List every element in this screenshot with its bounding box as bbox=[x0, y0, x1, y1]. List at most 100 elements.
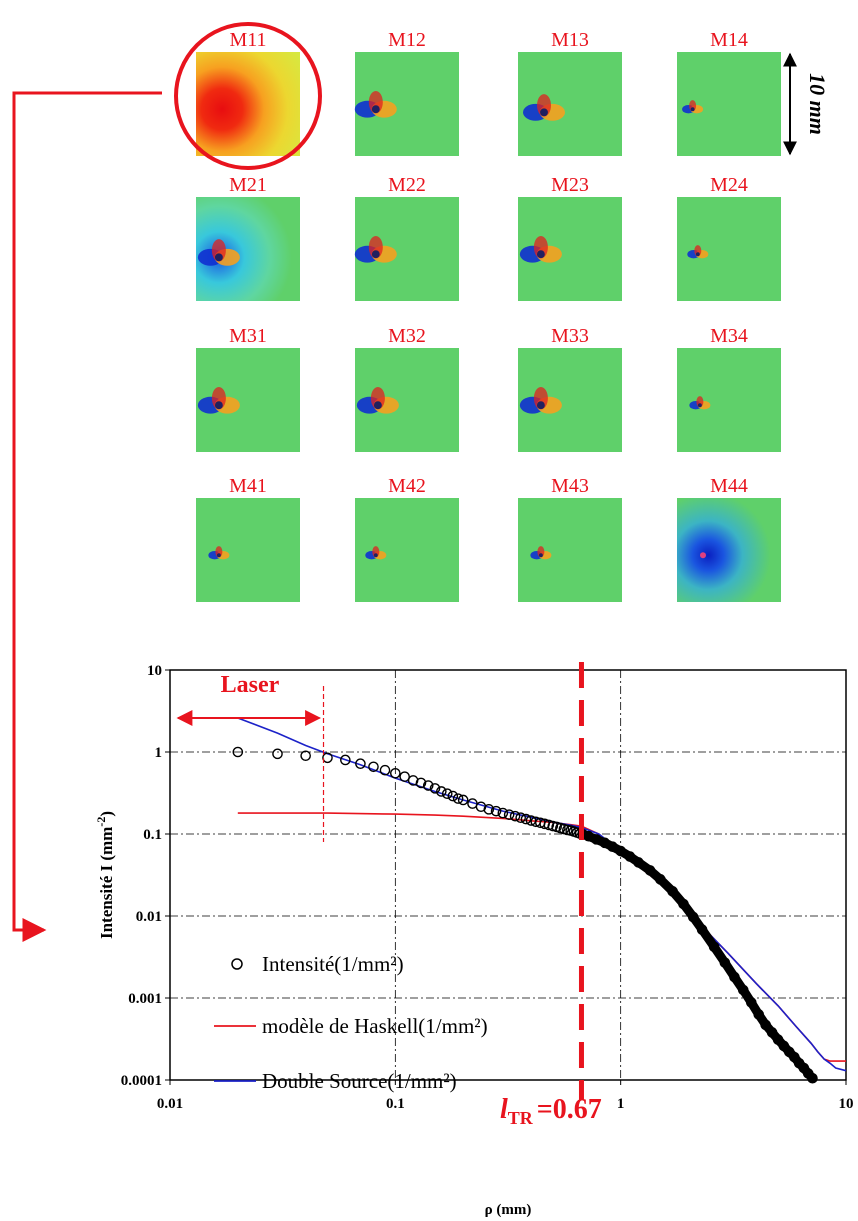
data-point bbox=[407, 775, 419, 786]
plot-frame bbox=[169, 669, 847, 1081]
y-tick-label: 0.01 bbox=[136, 909, 162, 925]
highlight-circle bbox=[174, 22, 322, 170]
matrix-panel-m31: M31 bbox=[196, 325, 300, 452]
legend: Intensité(1/mm²) modèle de Haskell(1/mm²… bbox=[214, 952, 488, 1093]
matrix-panel-m42: M42 bbox=[355, 475, 459, 602]
data-point bbox=[436, 786, 447, 797]
y-tick-labels: 10 1 0.1 0.01 0.001 0.0001 bbox=[121, 663, 170, 1089]
matrix-label-m31: M31 bbox=[229, 325, 267, 347]
matrix-label-m34: M34 bbox=[710, 325, 748, 347]
data-point bbox=[520, 813, 532, 825]
data-point bbox=[497, 807, 509, 819]
data-point bbox=[503, 809, 515, 820]
data-point bbox=[399, 771, 410, 782]
data-point bbox=[340, 754, 351, 766]
lobe-center bbox=[536, 250, 545, 259]
dense-data-band bbox=[578, 829, 817, 1083]
data-point bbox=[483, 804, 495, 815]
matrix-label-m14: M14 bbox=[710, 29, 748, 51]
lobe-center bbox=[538, 553, 543, 558]
matrix-label-m24: M24 bbox=[710, 174, 748, 196]
data-point bbox=[368, 761, 379, 773]
laser-label: Laser bbox=[221, 672, 280, 698]
x-axis-label: ρ (mm) bbox=[485, 1202, 532, 1218]
y-axis-label-main: Intensité I (mm bbox=[97, 827, 116, 939]
ltr-symbol: l bbox=[500, 1094, 508, 1125]
data-point bbox=[422, 780, 434, 791]
lobe-center bbox=[695, 252, 700, 257]
lobe-center bbox=[371, 250, 380, 259]
matrix-label-m21: M21 bbox=[229, 174, 267, 196]
matrix-image bbox=[518, 498, 622, 602]
annotations: Laser lTR =0.67 bbox=[176, 662, 602, 1128]
data-point bbox=[509, 810, 521, 822]
matrix-label-m32: M32 bbox=[388, 325, 426, 347]
matrix-label-m13: M13 bbox=[551, 29, 589, 51]
matrix-label-m33: M33 bbox=[551, 325, 589, 347]
lobe-center bbox=[216, 553, 221, 558]
mueller-matrix-grid: M11 M12 M13 M14 M21 M22 M23 M24 M31 M32 M33 M34 M41 M… bbox=[174, 22, 781, 602]
lobe-center bbox=[373, 401, 382, 410]
data-point bbox=[490, 805, 502, 817]
chart-grid bbox=[170, 670, 846, 1080]
y-tick-label: 1 bbox=[155, 745, 163, 761]
matrix-panel-m11: M11 bbox=[174, 22, 322, 170]
ltr-value: =0.67 bbox=[537, 1094, 602, 1125]
data-point bbox=[300, 750, 311, 762]
matrix-image bbox=[677, 197, 781, 301]
matrix-panel-m24: M24 bbox=[677, 174, 781, 301]
matrix-panel-m14: M14 bbox=[677, 29, 781, 156]
lobe-center bbox=[214, 401, 223, 410]
data-point bbox=[355, 758, 366, 769]
connector-arrow bbox=[12, 91, 162, 942]
data-point bbox=[322, 752, 333, 764]
matrix-image bbox=[677, 348, 781, 452]
matrix-panel-m41: M41 bbox=[196, 475, 300, 602]
matrix-panel-m43: M43 bbox=[518, 475, 622, 602]
data-point bbox=[379, 764, 391, 776]
data-point bbox=[272, 748, 283, 760]
x-tick-label: 1 bbox=[617, 1096, 625, 1112]
data-point bbox=[415, 777, 427, 789]
series-line bbox=[237, 717, 847, 1072]
matrix-label-m42: M42 bbox=[388, 475, 426, 497]
matrix-label-m44: M44 bbox=[710, 475, 748, 497]
x-tick-label: 0.01 bbox=[157, 1096, 183, 1112]
lobe-center bbox=[697, 403, 702, 408]
matrix-label-m41: M41 bbox=[229, 475, 267, 497]
matrix-label-m22: M22 bbox=[388, 174, 426, 196]
data-point bbox=[452, 793, 464, 804]
matrix-label-m12: M12 bbox=[388, 29, 426, 51]
y-axis-label-tail: ) bbox=[97, 811, 116, 817]
matrix-image bbox=[355, 498, 459, 602]
y-tick-label: 0.1 bbox=[143, 827, 162, 843]
lobe-center bbox=[371, 105, 380, 114]
y-axis-label-sup: -2 bbox=[94, 817, 108, 827]
y-tick-label: 0.001 bbox=[128, 991, 162, 1007]
matrix-image bbox=[677, 498, 781, 602]
ltr-subscript: TR bbox=[508, 1108, 534, 1128]
matrix-panel-m32: M32 bbox=[355, 325, 459, 452]
data-point bbox=[447, 790, 459, 802]
scale-bar: 10 mm bbox=[783, 52, 830, 156]
x-tick-label: 10 bbox=[839, 1096, 854, 1112]
x-tick-labels: 0.01 0.1 1 10 bbox=[157, 1080, 854, 1112]
matrix-panel-m33: M33 bbox=[518, 325, 622, 452]
data-point bbox=[390, 767, 401, 779]
scale-bar-label: 10 mm bbox=[805, 73, 830, 135]
data-point bbox=[232, 746, 244, 758]
x-tick-label: 0.1 bbox=[386, 1096, 405, 1112]
legend-marker-intensite bbox=[231, 958, 243, 970]
data-point bbox=[457, 794, 469, 806]
matrix-panel-m21: M21 bbox=[196, 174, 300, 301]
lobe-center bbox=[536, 401, 545, 410]
matrix-label-m11: M11 bbox=[229, 29, 266, 51]
matrix-image bbox=[196, 498, 300, 602]
data-point bbox=[515, 812, 526, 824]
series-2 bbox=[237, 717, 847, 1072]
legend-label-double-source: Double Source(1/mm²) bbox=[262, 1069, 457, 1093]
matrix-panel-m34: M34 bbox=[677, 325, 781, 452]
intensity-chart: 10 1 0.1 0.01 0.001 0.0001 0.01 0.1 1 10 Laser lT… bbox=[94, 662, 854, 1218]
lobe-center bbox=[690, 107, 695, 112]
y-axis-label: Intensité I (mm-2) bbox=[94, 811, 116, 939]
